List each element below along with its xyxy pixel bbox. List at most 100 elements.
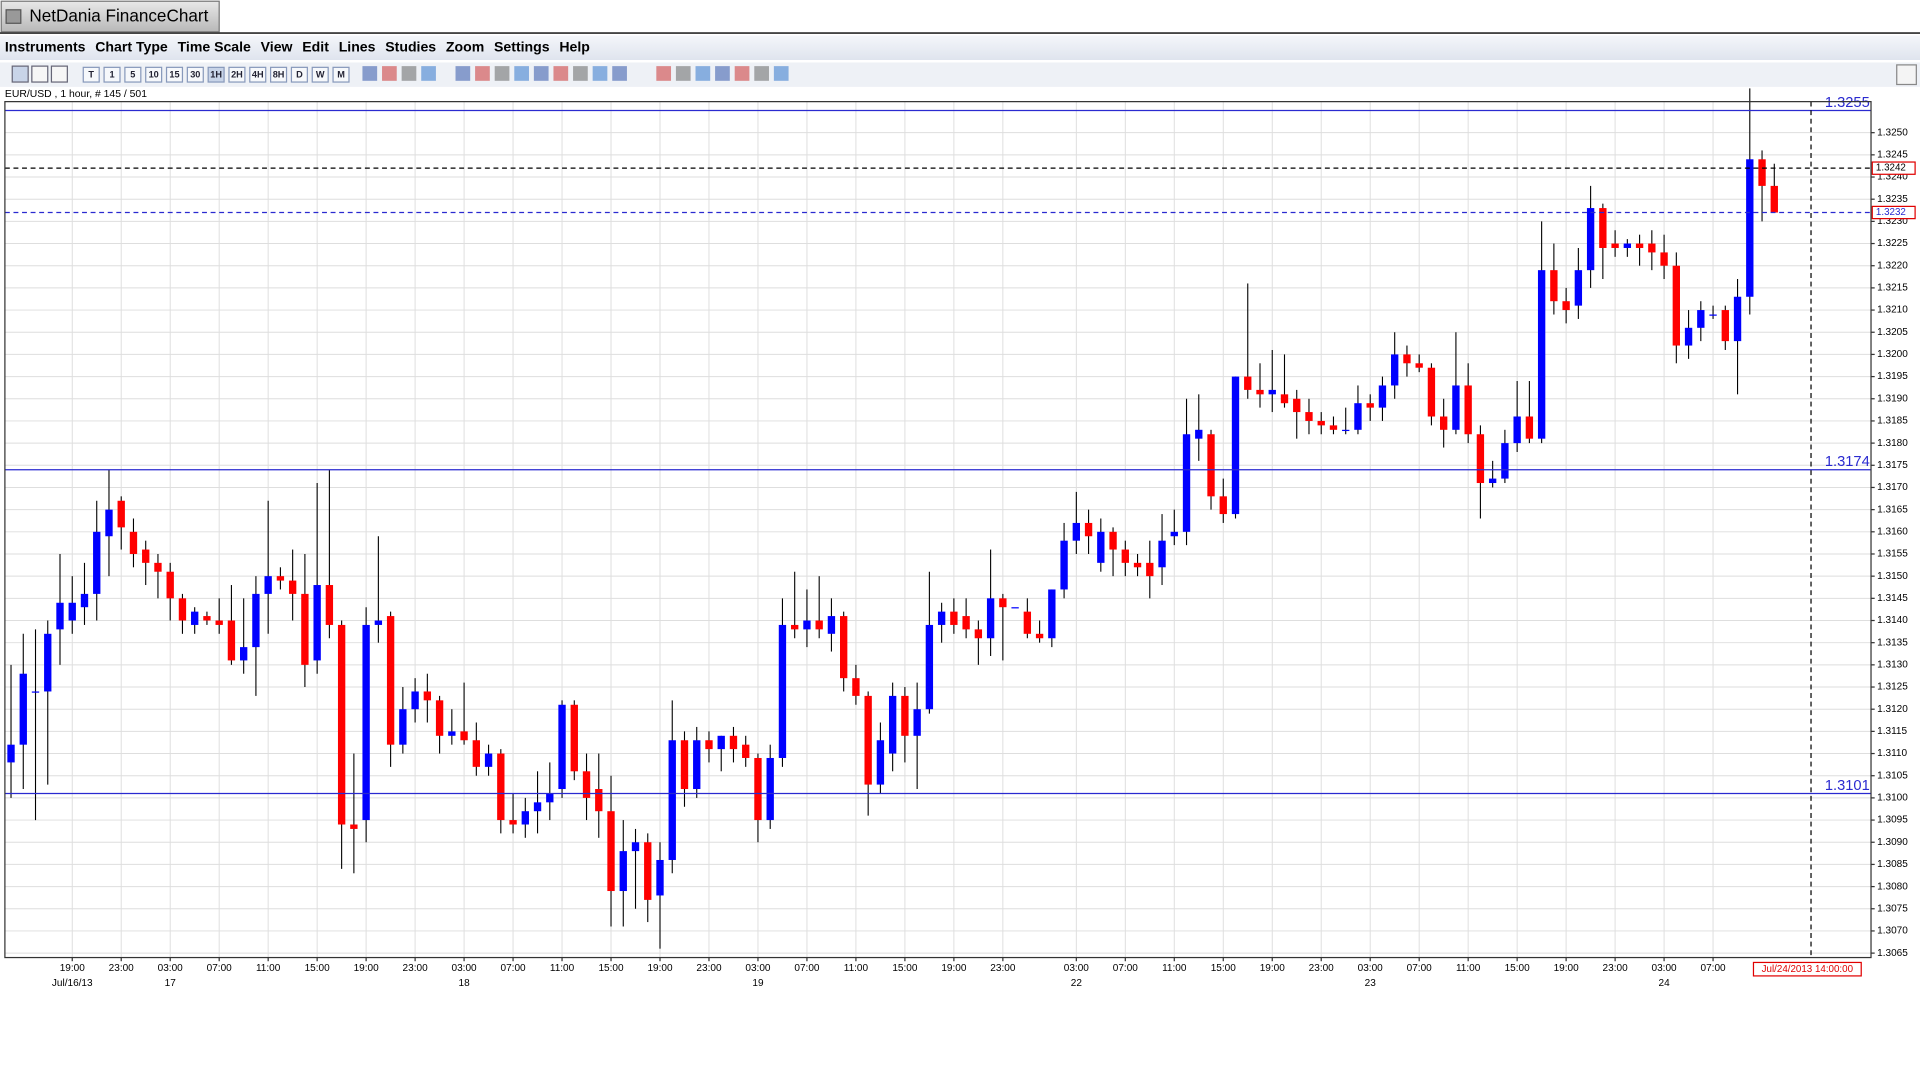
tool-icon[interactable] xyxy=(734,66,750,81)
y-tick-label: 1.3210 xyxy=(1877,305,1908,316)
tool-icon[interactable] xyxy=(50,65,68,83)
time-button[interactable] xyxy=(82,66,100,83)
candle-body xyxy=(178,598,187,621)
tool-icon[interactable] xyxy=(553,66,569,81)
time-button-label[interactable]: 4H xyxy=(252,70,264,80)
time-button[interactable] xyxy=(103,66,121,83)
window-tab[interactable] xyxy=(0,0,220,33)
menu-item[interactable]: Instruments xyxy=(5,38,86,54)
candle-body xyxy=(913,709,921,736)
time-button-label[interactable]: 15 xyxy=(169,70,179,80)
candle-body xyxy=(1182,434,1191,532)
menu-item[interactable]: Zoom xyxy=(446,38,484,54)
menu-item[interactable]: Edit xyxy=(302,38,329,54)
y-tick-label: 1.3155 xyxy=(1877,549,1908,560)
time-button-label[interactable]: 30 xyxy=(190,70,200,80)
tool-icon[interactable] xyxy=(475,66,490,81)
menu-bar xyxy=(0,35,1920,60)
time-button-label[interactable]: 10 xyxy=(149,70,159,80)
candle-body xyxy=(546,793,554,803)
time-button[interactable] xyxy=(145,66,163,83)
time-button[interactable] xyxy=(332,66,350,83)
time-button-label[interactable]: 1 xyxy=(109,70,114,80)
time-button[interactable] xyxy=(186,66,204,83)
tool-icon[interactable] xyxy=(514,66,529,81)
tool-icon[interactable] xyxy=(715,66,730,81)
time-button[interactable] xyxy=(270,66,288,83)
y-tick-label: 1.3090 xyxy=(1877,837,1908,848)
time-button-label[interactable]: T xyxy=(88,70,94,80)
candle-body xyxy=(1574,270,1583,306)
tool-icon[interactable] xyxy=(656,66,672,81)
candle-body xyxy=(827,616,836,634)
candle-body xyxy=(44,633,52,692)
tool-icon[interactable] xyxy=(494,66,510,81)
candle-body xyxy=(1366,403,1374,408)
menu-item[interactable]: Studies xyxy=(385,38,436,54)
candle-body xyxy=(1354,403,1362,430)
x-date-label: 18 xyxy=(458,978,470,989)
tool-icon[interactable] xyxy=(31,65,49,83)
candle-body xyxy=(1256,389,1264,395)
x-tick-label: 19:00 xyxy=(1260,963,1286,974)
x-tick-label: 07:00 xyxy=(1407,963,1433,974)
tool-icon[interactable] xyxy=(573,66,588,81)
candle-body xyxy=(1537,270,1546,439)
x-tick-label: 03:00 xyxy=(1064,963,1090,974)
time-button[interactable] xyxy=(249,66,267,83)
candle-body xyxy=(1660,252,1668,266)
candle-body xyxy=(1611,243,1619,248)
time-button[interactable] xyxy=(290,66,308,83)
y-tick-label: 1.3075 xyxy=(1877,903,1908,914)
time-button-label[interactable]: 8H xyxy=(273,70,285,80)
tool-icon[interactable] xyxy=(11,65,29,83)
candle-body xyxy=(1268,389,1276,395)
candle-body xyxy=(1109,531,1117,550)
time-button[interactable] xyxy=(311,66,329,83)
x-tick-label: 03:00 xyxy=(745,963,771,974)
time-button-label[interactable]: 5 xyxy=(130,70,135,80)
candle-body xyxy=(105,509,113,537)
y-tick-label: 1.3120 xyxy=(1877,704,1908,715)
y-tick-label: 1.3105 xyxy=(1877,770,1908,781)
tool-icon[interactable] xyxy=(675,66,691,81)
y-tick-label: 1.3135 xyxy=(1877,637,1908,648)
tool-icon[interactable] xyxy=(773,66,789,81)
tool-icon[interactable] xyxy=(695,66,711,81)
candle-body xyxy=(1170,531,1178,537)
time-button-label[interactable]: M xyxy=(337,70,345,80)
menu-item[interactable]: Lines xyxy=(339,38,376,54)
time-button[interactable] xyxy=(124,66,142,83)
tool-icon[interactable] xyxy=(455,66,471,81)
tool-icon[interactable] xyxy=(401,66,417,81)
time-button-label[interactable]: W xyxy=(316,70,325,80)
y-tick-label: 1.3200 xyxy=(1877,349,1908,360)
time-button[interactable] xyxy=(228,66,246,83)
tool-icon[interactable] xyxy=(382,66,397,81)
candle-body xyxy=(1293,398,1301,413)
tool-icon[interactable] xyxy=(612,66,627,81)
menu-item[interactable]: View xyxy=(261,38,293,54)
y-tick-label: 1.3140 xyxy=(1877,615,1908,626)
menu-item[interactable]: Settings xyxy=(494,38,550,54)
menu-item[interactable]: Help xyxy=(559,38,590,54)
time-button[interactable] xyxy=(207,66,225,83)
tool-icon[interactable] xyxy=(362,66,378,81)
candle-body xyxy=(925,624,934,710)
time-button-label[interactable]: 1H xyxy=(210,70,222,80)
menu-item[interactable]: Chart Type xyxy=(95,38,168,54)
tool-icon[interactable] xyxy=(592,66,608,81)
time-button-label[interactable]: 2H xyxy=(231,70,243,80)
candle-body xyxy=(1550,270,1558,302)
time-button[interactable] xyxy=(165,66,184,83)
tool-icon[interactable] xyxy=(754,66,769,81)
tool-icon[interactable] xyxy=(421,66,436,81)
tool-icon[interactable] xyxy=(533,66,549,81)
candle-body xyxy=(778,624,787,758)
candle-body xyxy=(901,695,909,736)
y-tick-label: 1.3250 xyxy=(1877,127,1908,138)
panel-button[interactable] xyxy=(1896,64,1917,86)
time-button-label[interactable]: D xyxy=(296,70,303,80)
menu-item[interactable]: Time Scale xyxy=(178,38,251,54)
candle-body xyxy=(313,585,321,661)
